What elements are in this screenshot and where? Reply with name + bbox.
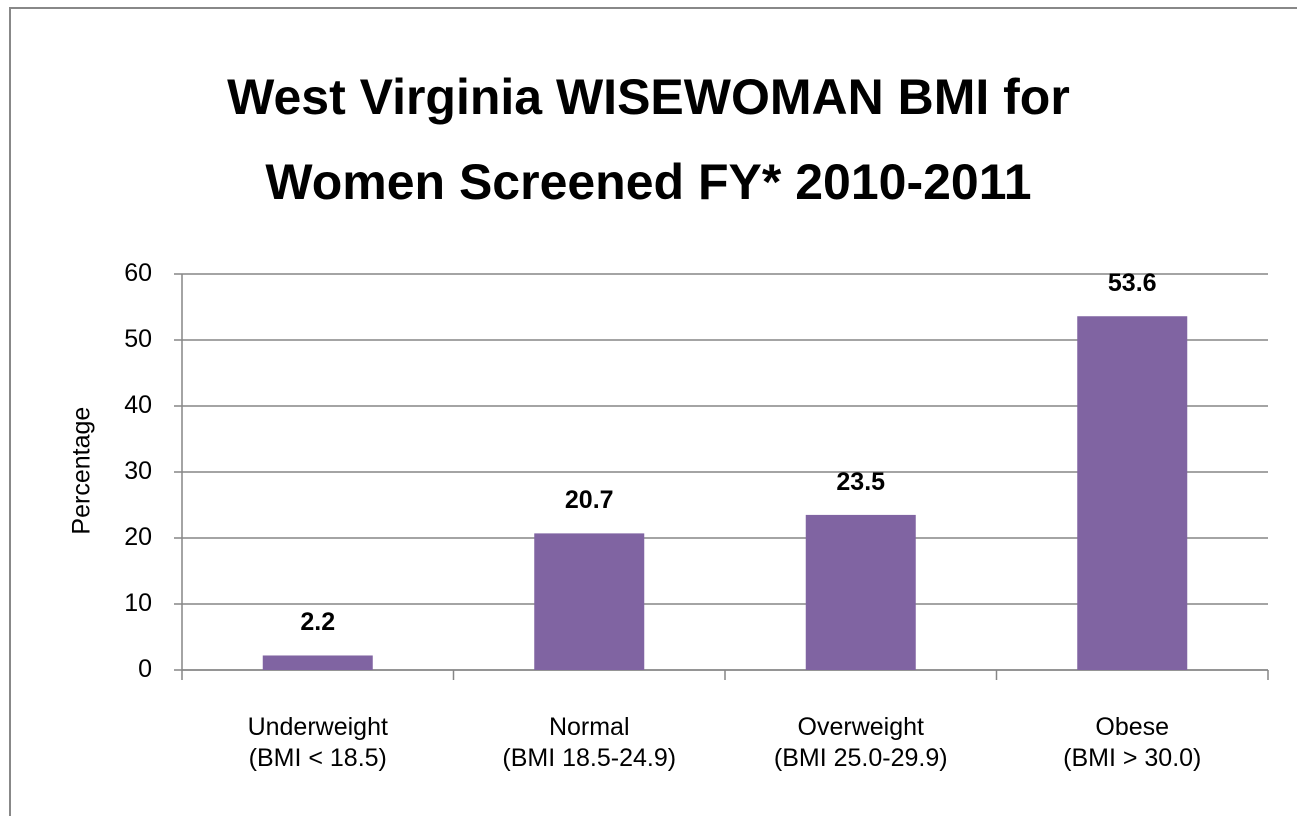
value-label: 2.2 — [300, 608, 336, 637]
y-tick-label: 50 — [124, 325, 152, 353]
bar — [534, 533, 645, 670]
chart-title: West Virginia WISEWOMAN BMI for Women Sc… — [227, 69, 1070, 210]
x-tick-label: Normal (BMI 18.5-24.9) — [502, 713, 677, 773]
y-tick-label: 10 — [124, 589, 152, 617]
bar — [262, 655, 373, 670]
y-tick-label: 0 — [138, 655, 152, 683]
chart-frame — [9, 7, 1297, 816]
bar — [1077, 316, 1188, 670]
value-label: 53.6 — [1107, 269, 1157, 298]
x-tick-label: Obese (BMI > 30.0) — [1063, 713, 1202, 773]
value-label: 20.7 — [564, 486, 614, 515]
y-tick-label: 30 — [124, 457, 152, 485]
y-tick-label: 60 — [124, 259, 152, 287]
x-tick-label: Overweight (BMI 25.0-29.9) — [773, 713, 948, 773]
value-label: 23.5 — [836, 467, 886, 496]
y-tick-label: 20 — [124, 523, 152, 551]
bar — [805, 514, 916, 670]
y-tick-label: 40 — [124, 391, 152, 419]
x-tick-label: Underweight (BMI < 18.5) — [247, 713, 388, 773]
